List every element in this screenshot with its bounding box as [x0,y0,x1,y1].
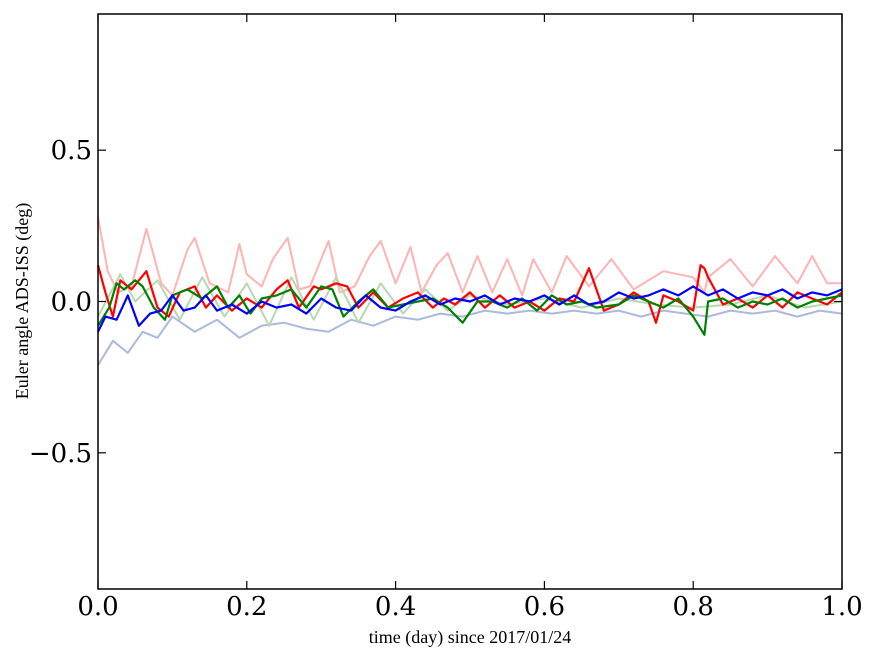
series-line-1 [97,216,842,297]
y-axis-label: Euler angle ADS-ISS (deg) [12,203,33,399]
x-tick-label: 1.0 [821,592,862,622]
x-tick-label: 0.4 [375,592,416,622]
x-axis-label: time (day) since 2017/01/24 [369,627,571,648]
tick-layer: 0.0 0.2 0.4 0.6 0.8 1.0 −0.5 0.0 0.5 [29,14,863,622]
x-tick-label: 0.6 [524,592,565,622]
series-line-6 [97,285,843,333]
series-layer [96,216,843,366]
x-tick-label: 0.0 [77,592,118,622]
series-line-2 [97,309,843,366]
x-tick-label: 0.8 [673,592,714,622]
y-tick-label: 0.5 [51,136,92,166]
y-tick-label: −0.5 [29,439,92,469]
x-tick-label: 0.2 [226,592,267,622]
series-line-3 [97,273,843,327]
series-line-5 [97,279,843,336]
y-tick-label: 0.0 [51,288,92,318]
